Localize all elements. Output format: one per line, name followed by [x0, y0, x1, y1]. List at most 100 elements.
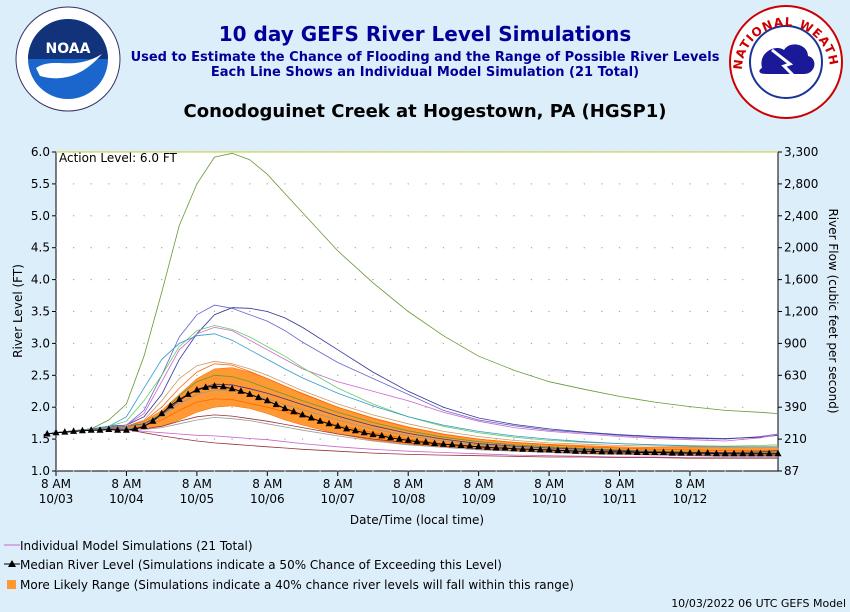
- grid-dot: [319, 310, 321, 313]
- grid-dot: [654, 310, 656, 313]
- grid-dot: [671, 215, 674, 217]
- grid-dot: [565, 310, 568, 313]
- y-tick-label: 1.5: [31, 432, 50, 446]
- grid-dot: [407, 342, 409, 345]
- grid-dot: [160, 247, 163, 249]
- grid-dot: [513, 215, 515, 217]
- x-tick-time: 8 AM: [534, 477, 564, 491]
- grid-dot: [337, 278, 339, 281]
- grid-dot: [372, 278, 374, 281]
- grid-dot: [583, 183, 585, 185]
- grid-dot: [90, 342, 92, 345]
- grid-dot: [425, 247, 427, 249]
- median-point: [422, 438, 430, 445]
- grid-dot: [671, 406, 674, 408]
- median-point: [369, 430, 377, 438]
- grid-dot: [618, 374, 621, 376]
- grid-dot: [495, 374, 497, 376]
- median-point: [686, 449, 694, 456]
- grid-dot: [178, 278, 180, 281]
- grid-dot: [742, 278, 744, 281]
- median-point: [536, 445, 544, 453]
- grid-dot: [354, 374, 357, 376]
- median-point: [528, 445, 535, 452]
- median-point: [651, 448, 659, 455]
- x-tick-date: 10/12: [673, 492, 708, 506]
- grid-dot: [742, 406, 744, 408]
- grid-dot: [143, 342, 145, 345]
- grid-dot: [460, 215, 462, 217]
- grid-dot: [90, 406, 92, 408]
- grid-dot: [530, 342, 533, 345]
- grid-dot: [108, 406, 110, 408]
- grid-dot: [583, 278, 585, 281]
- grid-dot: [548, 342, 550, 345]
- median-point: [492, 444, 500, 451]
- grid-dot: [407, 183, 409, 185]
- grid-dot: [706, 247, 709, 249]
- grid-dot: [565, 278, 568, 281]
- grid-dot: [724, 470, 726, 472]
- grid-dot: [389, 183, 392, 185]
- median-point: [431, 439, 439, 447]
- median-point: [519, 445, 527, 452]
- grid-dot: [143, 438, 145, 440]
- grid-dot: [618, 406, 621, 408]
- y2-tick-label: 87: [784, 464, 799, 478]
- grid-dot: [495, 183, 497, 185]
- median-point: [677, 449, 685, 456]
- median-point: [545, 445, 553, 453]
- grid-dot: [160, 278, 163, 281]
- grid-dot: [495, 310, 497, 313]
- grid-dot: [354, 310, 357, 313]
- grid-dot: [495, 470, 497, 472]
- grid-dot: [530, 278, 533, 281]
- grid-dot: [442, 215, 445, 217]
- y2-axis-label: River Flow (cubic feet per second): [826, 208, 840, 413]
- grid-dot: [407, 374, 409, 376]
- grid-dot: [266, 278, 269, 281]
- grid-dot: [583, 247, 585, 249]
- grid-dot: [337, 215, 339, 217]
- y-tick-label: 1.0: [31, 464, 50, 478]
- grid-dot: [565, 470, 568, 472]
- grid-dot: [477, 310, 480, 313]
- x-tick-time: 8 AM: [111, 477, 141, 491]
- median-point: [272, 400, 280, 408]
- median-point: [193, 386, 201, 393]
- x-tick-date: 10/09: [461, 492, 496, 506]
- simulation-line-4: [47, 326, 779, 442]
- x-tick-date: 10/10: [532, 492, 567, 506]
- grid-dot: [425, 470, 427, 472]
- grid-dot: [601, 183, 603, 185]
- grid-dot: [654, 278, 656, 281]
- median-line: [43, 382, 782, 457]
- grid-dot: [90, 310, 92, 313]
- grid-dot: [601, 215, 603, 217]
- grid-dot: [160, 438, 163, 440]
- grid-dot: [266, 247, 269, 249]
- grid-dot: [90, 470, 92, 472]
- median-point: [325, 419, 333, 427]
- grid-dot: [565, 215, 568, 217]
- grid-dot: [460, 374, 462, 376]
- grid-dot: [742, 374, 744, 376]
- grid-dot: [618, 342, 621, 345]
- x-tick-time: 8 AM: [41, 477, 71, 491]
- grid-dot: [196, 310, 198, 313]
- median-point: [211, 382, 218, 389]
- grid-dot: [565, 183, 568, 185]
- x-tick-time: 8 AM: [675, 477, 705, 491]
- x-tick-time: 8 AM: [393, 477, 423, 491]
- grid-dot: [213, 470, 216, 472]
- grid-dot: [495, 247, 497, 249]
- grid-dot: [601, 438, 603, 440]
- grid-dot: [125, 310, 128, 313]
- grid-dot: [706, 470, 709, 472]
- grid-dot: [284, 183, 286, 185]
- grid-dot: [266, 183, 269, 185]
- grid-dot: [72, 470, 75, 472]
- grid-dot: [548, 310, 550, 313]
- grid-dot: [143, 310, 145, 313]
